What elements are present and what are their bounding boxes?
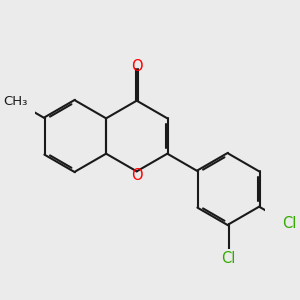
- Text: O: O: [131, 168, 142, 183]
- Text: CH₃: CH₃: [3, 95, 27, 108]
- Text: Cl: Cl: [221, 251, 236, 266]
- Text: Cl: Cl: [283, 216, 297, 231]
- Text: O: O: [131, 58, 142, 74]
